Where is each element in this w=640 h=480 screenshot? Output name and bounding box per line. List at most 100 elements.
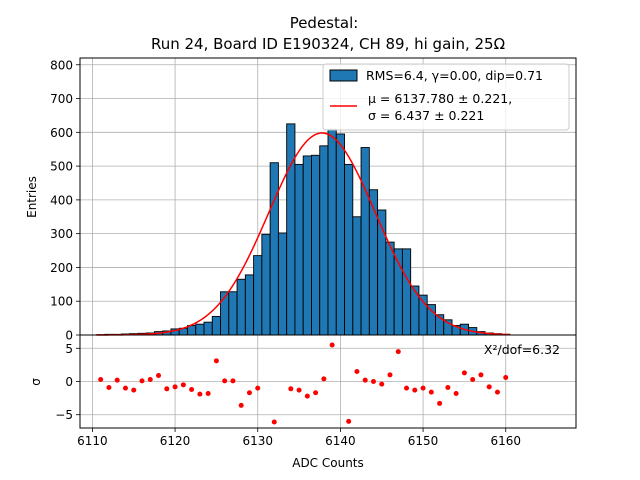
residual-point: [313, 390, 319, 396]
residuals-x-tick-label: 6140: [325, 434, 356, 448]
histogram-y-tick-label: 400: [50, 193, 73, 207]
residuals-x-tick-label: 6130: [242, 434, 273, 448]
histogram-y-tick-label: 700: [50, 92, 73, 106]
histogram-bar: [228, 291, 238, 336]
residuals-x-tick-label: 6110: [77, 434, 108, 448]
residual-point: [172, 384, 178, 390]
residual-point: [329, 342, 335, 348]
histogram-y-tick-label: 600: [50, 126, 73, 140]
residual-point: [180, 382, 186, 388]
histogram-bar: [311, 154, 321, 336]
residual-point: [304, 393, 310, 399]
residuals-x-tick-label: 6120: [160, 434, 191, 448]
residual-point: [197, 391, 203, 397]
histogram-bar: [302, 155, 312, 336]
histogram-bar: [203, 321, 213, 336]
residual-point: [156, 373, 162, 379]
histogram-panel: 0 100 200 300 400 500 600 700 800 Entries RMS=6.…: [25, 57, 577, 343]
residual-point: [379, 381, 385, 387]
residual-point: [354, 369, 360, 375]
residual-point: [346, 418, 352, 424]
residual-point: [98, 377, 104, 383]
chi2-annotation: X²/dof=6.32: [484, 342, 560, 357]
histogram-y-tick-label: 300: [50, 227, 73, 241]
histogram-bar: [195, 323, 205, 336]
histogram-bar: [368, 189, 379, 336]
chart-title-line2: Run 24, Board ID E190324, CH 89, hi gain…: [151, 35, 505, 53]
histogram-bar: [244, 274, 255, 336]
residual-point: [222, 378, 228, 384]
residuals-y-tick-label: 0: [65, 375, 73, 389]
histogram-bars: [96, 123, 511, 336]
histogram-bar: [236, 278, 246, 336]
residual-point: [395, 349, 401, 355]
residual-point: [296, 387, 302, 393]
histogram-y-axis-label: Entries: [25, 176, 39, 218]
residual-point: [122, 385, 128, 391]
residuals-x-ticks: 6110 6120 6130 6140 6150 6160: [77, 428, 521, 448]
residual-point: [213, 358, 219, 364]
histogram-bar: [261, 233, 271, 336]
residual-point: [246, 390, 252, 396]
residual-point: [164, 386, 170, 392]
residual-point: [453, 390, 459, 396]
histogram-y-tick-label: 0: [65, 329, 73, 343]
residual-point: [139, 378, 145, 384]
residual-point: [404, 385, 410, 391]
residuals-y-axis-label: σ: [29, 378, 43, 386]
histogram-bar: [335, 133, 345, 336]
histogram-y-tick-label: 100: [50, 295, 73, 309]
residual-point: [428, 389, 434, 395]
histogram-bar: [401, 248, 412, 336]
residual-point: [106, 384, 112, 390]
residual-point: [461, 370, 467, 376]
histogram-bar: [426, 304, 436, 336]
gaussian-fit-curve: [96, 132, 510, 336]
residual-point: [288, 386, 294, 392]
residual-point: [114, 377, 120, 383]
histogram-bar: [286, 123, 296, 336]
residual-point: [205, 390, 211, 396]
histogram-bar: [327, 129, 337, 336]
histogram-y-tick-label: 200: [50, 261, 73, 275]
histogram-bar: [294, 163, 304, 336]
histogram-bar: [410, 285, 420, 336]
residual-point: [238, 402, 244, 408]
histogram-bar: [319, 145, 329, 336]
residuals-panel: −5 0 5 6110 6120 6130 6140 6150 6160 σ ADC Coun…: [29, 334, 577, 470]
legend: RMS=6.4, γ=0.00, dip=0.71 μ = 6137.780 ±…: [322, 63, 570, 131]
histogram-bar: [253, 255, 263, 336]
histogram-bar: [352, 216, 362, 336]
residual-point: [503, 375, 509, 381]
histogram-y-ticks: 0 100 200 300 400 500 600 700 800: [50, 58, 80, 343]
histogram-bar: [269, 162, 279, 336]
residual-point: [271, 419, 277, 425]
residual-point: [486, 384, 492, 390]
residual-point: [370, 379, 376, 384]
residual-point: [494, 389, 500, 395]
histogram-bar: [277, 232, 288, 336]
residuals-y-tick-label: −5: [55, 408, 73, 422]
residuals-x-axis-label: ADC Counts: [292, 456, 364, 470]
histogram-bar: [344, 163, 354, 336]
histogram-y-tick-label: 500: [50, 160, 73, 174]
residual-point: [189, 386, 195, 392]
residual-point: [131, 387, 137, 393]
legend-histogram-swatch: [329, 69, 358, 82]
residuals-x-tick-label: 6160: [490, 434, 521, 448]
histogram-bar: [385, 241, 395, 336]
residual-point: [420, 385, 426, 391]
legend-histogram-label: RMS=6.4, γ=0.00, dip=0.71: [366, 68, 543, 83]
residual-point: [362, 377, 368, 383]
residual-point: [445, 384, 451, 390]
legend-box: [322, 63, 570, 131]
histogram-bar: [211, 315, 221, 336]
residual-point: [387, 372, 393, 378]
residual-point: [147, 377, 153, 383]
chart-title-line1: Pedestal:: [290, 14, 359, 32]
legend-fit-sigma-label: σ = 6.437 ± 0.221: [368, 108, 484, 123]
residuals-frame: [79, 334, 577, 429]
residual-point: [321, 376, 327, 382]
residual-point: [437, 400, 443, 406]
